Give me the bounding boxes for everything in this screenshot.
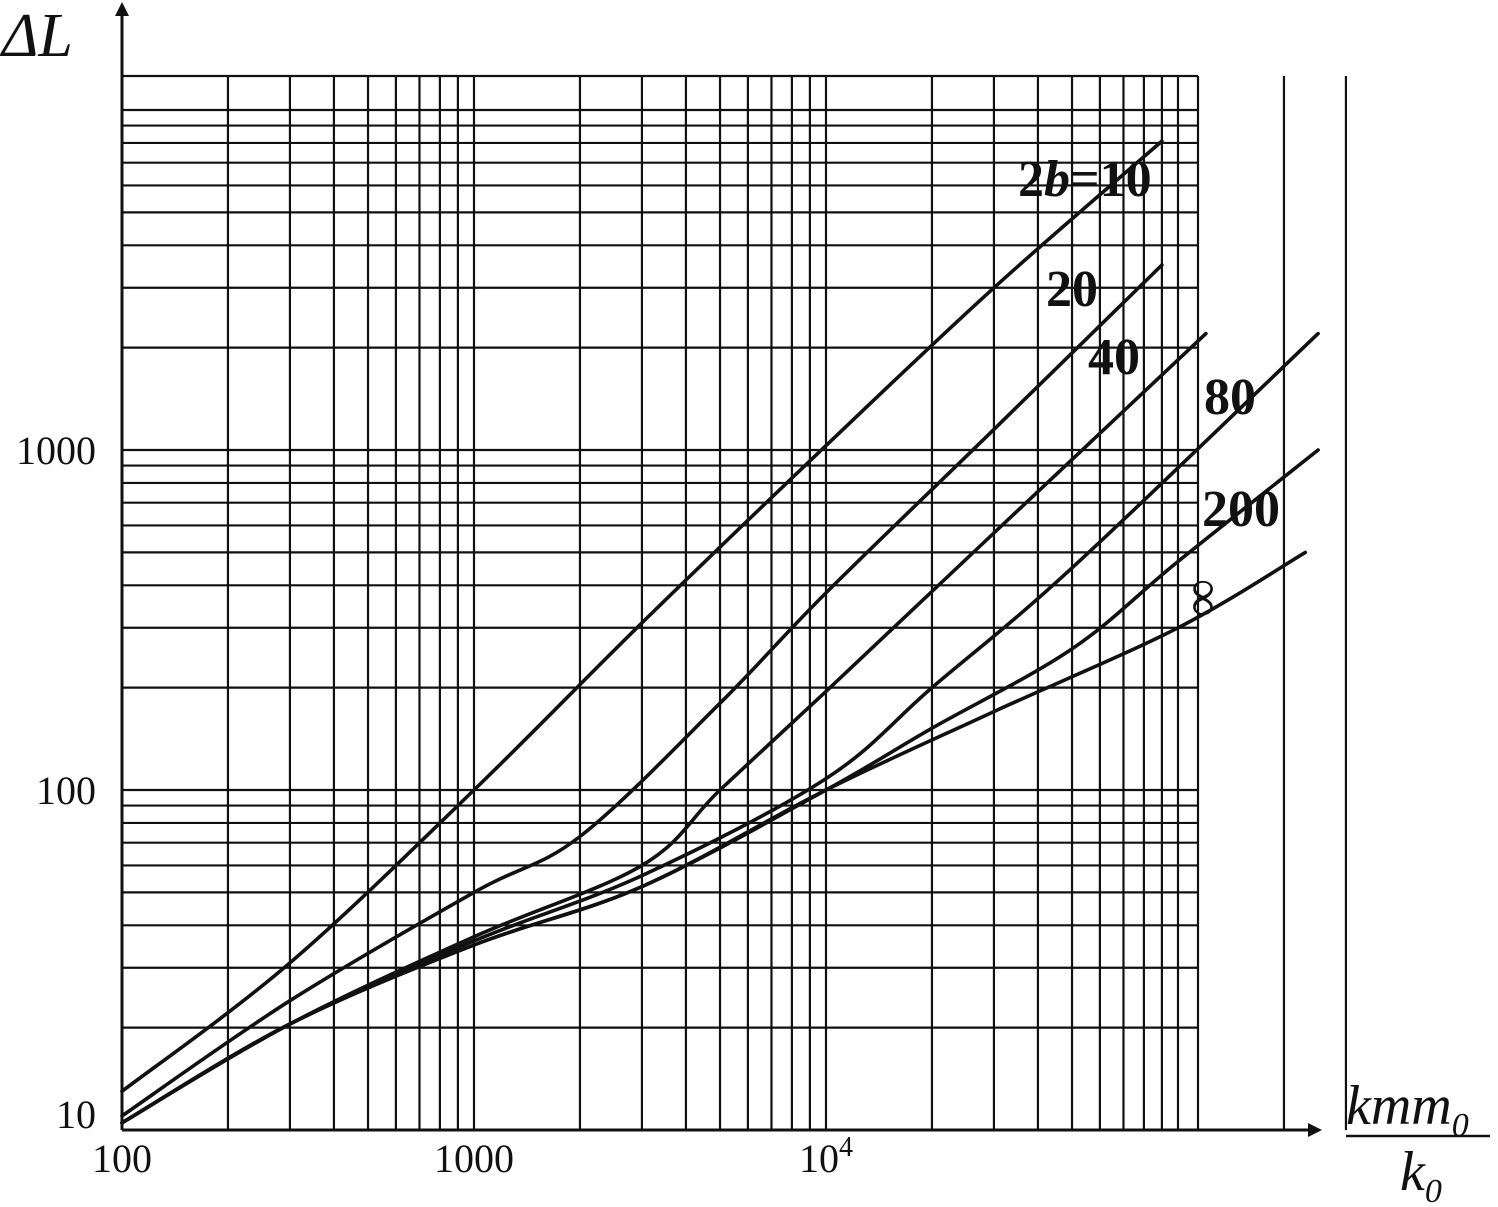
- x-axis-label-numerator: kmm0: [1346, 1075, 1469, 1144]
- y-axis-label: ΔL: [0, 2, 73, 70]
- series-label: 40: [1088, 329, 1140, 386]
- x-axis-label-denominator: k0: [1400, 1141, 1442, 1207]
- y-tick-label: 1000: [16, 428, 96, 473]
- x-tick-label: 1000: [434, 1136, 514, 1181]
- y-tick-label: 10: [56, 1092, 96, 1137]
- axes: [115, 2, 1322, 1137]
- series-label: 20: [1046, 261, 1098, 318]
- series-label: 2b=10: [1018, 151, 1152, 208]
- grid: [120, 74, 1348, 1132]
- series-label: 80: [1204, 369, 1256, 426]
- series-lines: [120, 139, 1320, 1125]
- series-label: 200: [1202, 481, 1280, 538]
- y-tick-label: 100: [36, 768, 96, 813]
- series-label-infinity: ∞: [1173, 579, 1230, 616]
- series-line-2: [120, 263, 1164, 1118]
- x-tick-label: 104: [799, 1132, 853, 1181]
- x-tick-label: 100: [92, 1136, 152, 1181]
- series-line-1: [120, 139, 1164, 1094]
- series-line-6: [120, 550, 1308, 1125]
